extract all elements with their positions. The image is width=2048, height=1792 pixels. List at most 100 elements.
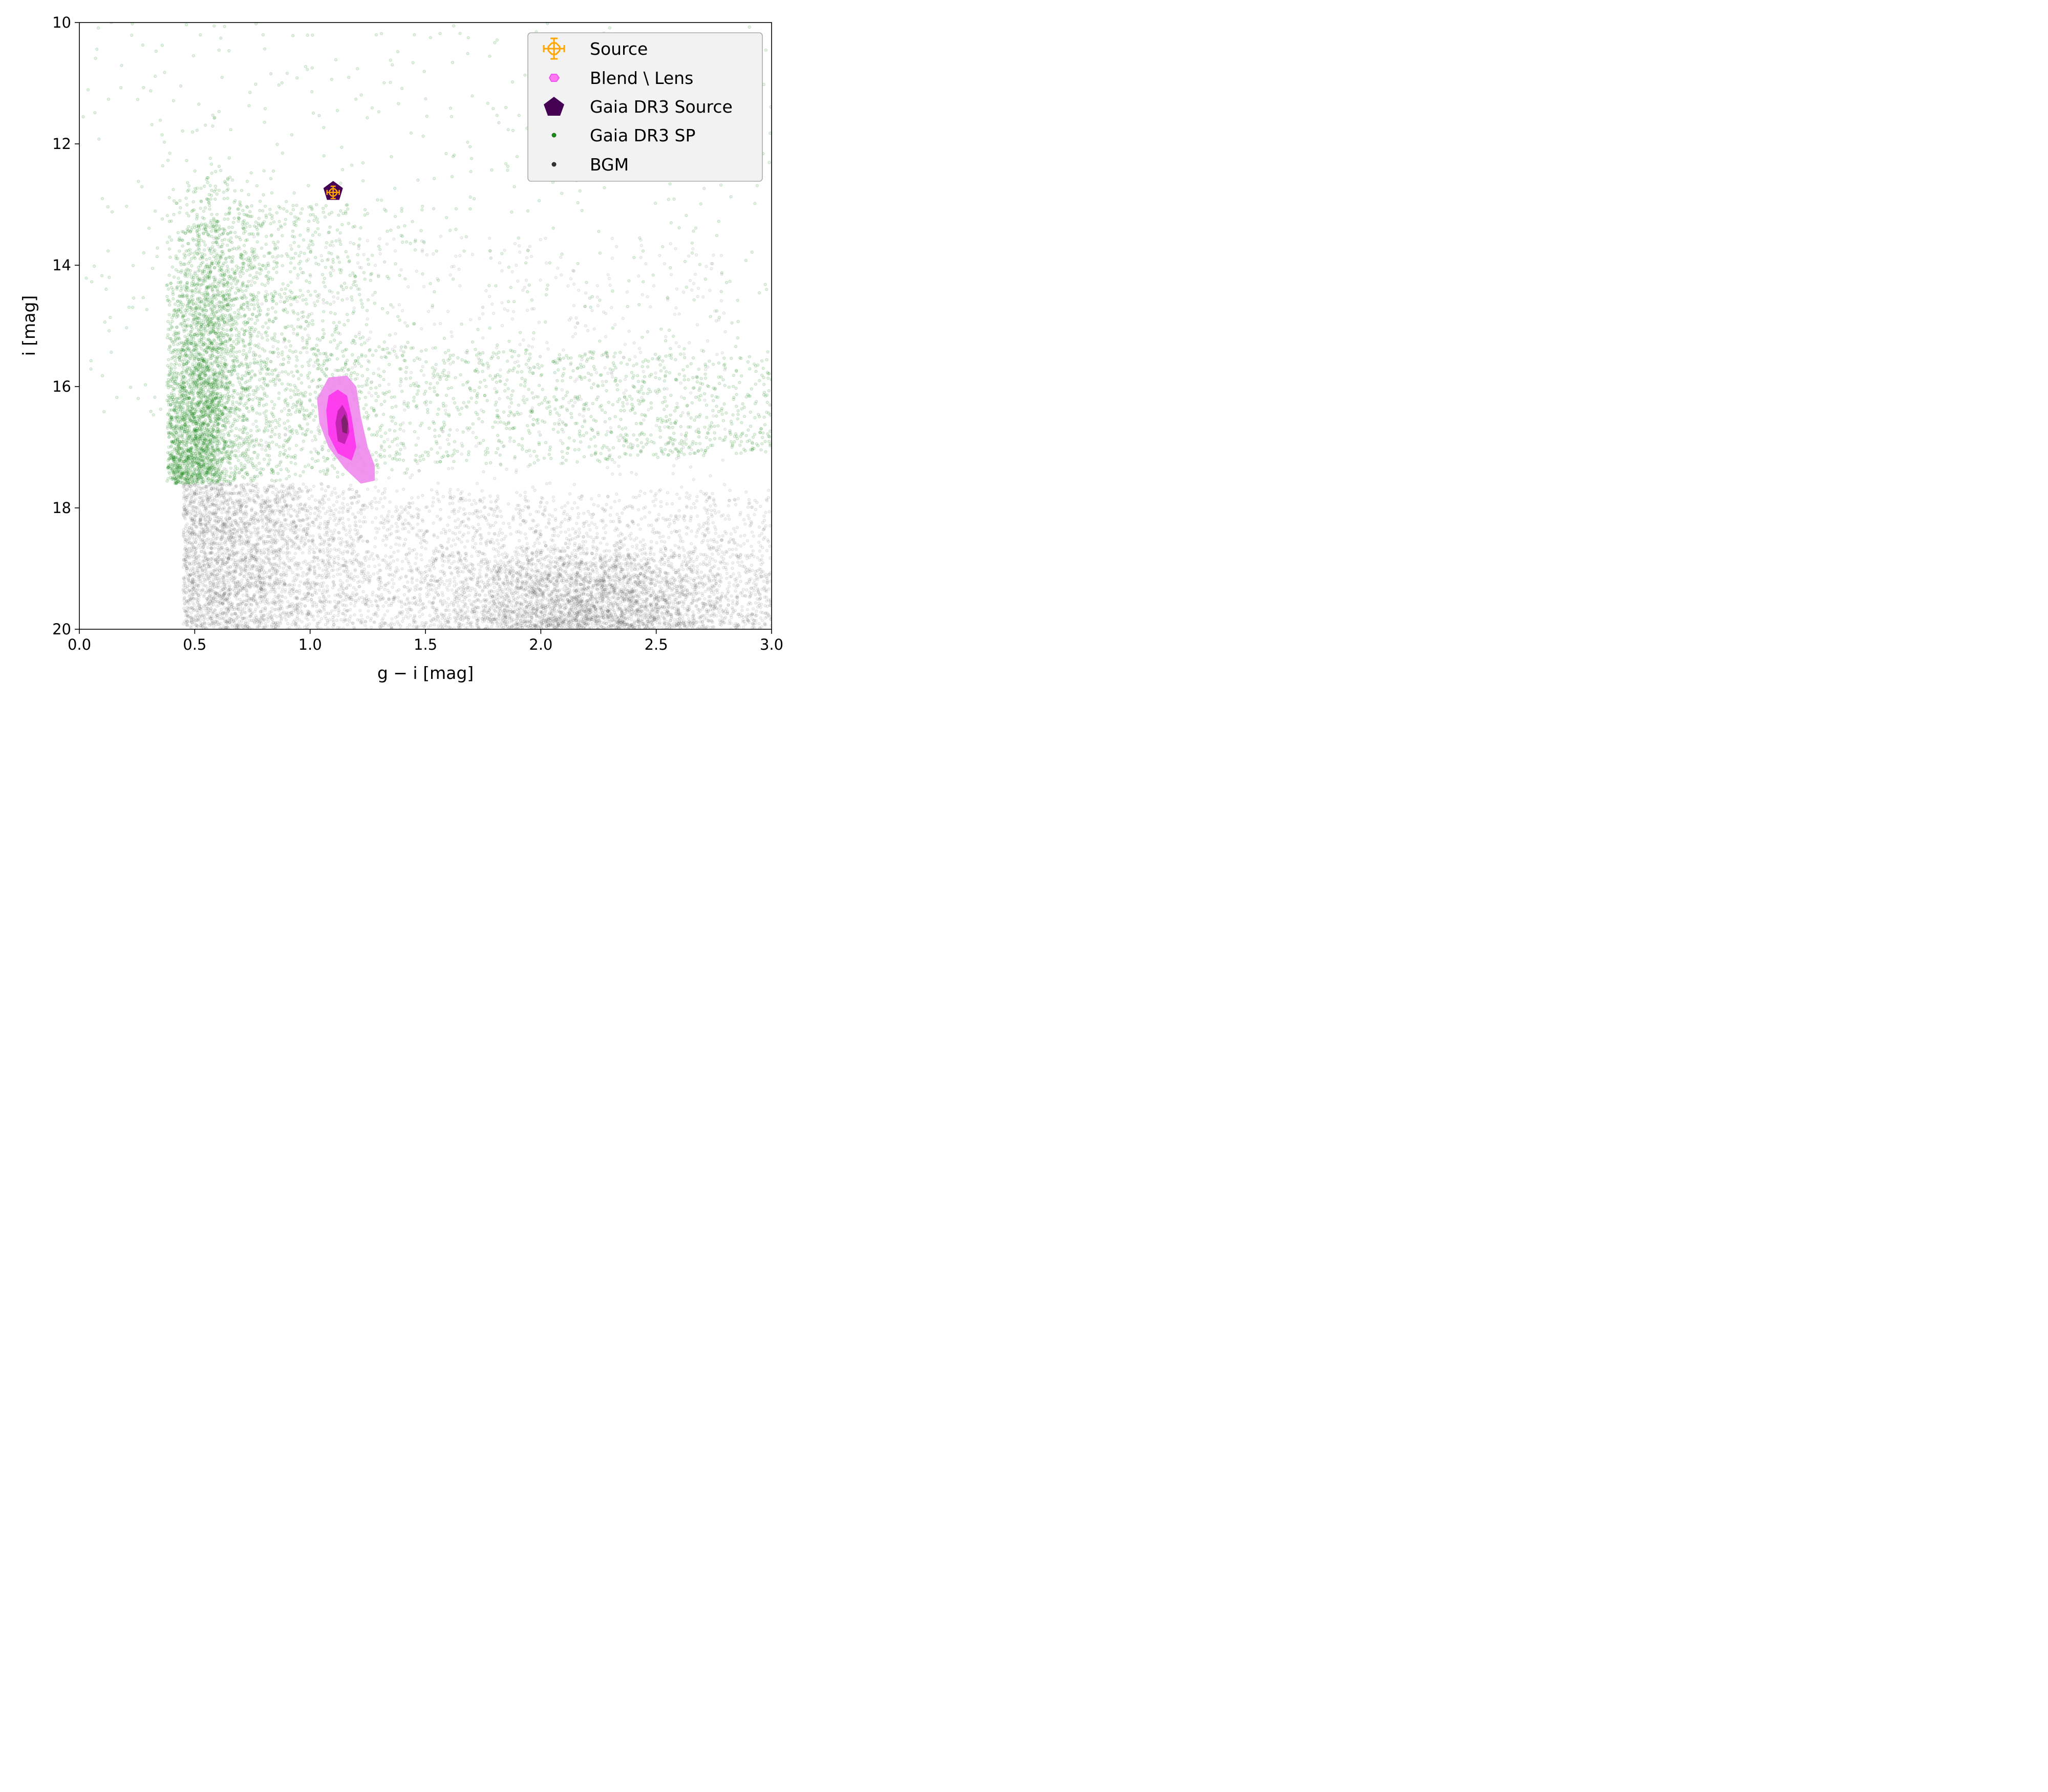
bgm-point bbox=[411, 501, 415, 505]
bgm-point bbox=[640, 396, 644, 399]
bgm-point bbox=[379, 497, 382, 501]
bgm-point bbox=[318, 550, 322, 553]
bgm-point bbox=[692, 478, 695, 481]
bgm-point bbox=[521, 596, 525, 600]
bgm-point bbox=[753, 579, 757, 582]
bgm-point bbox=[424, 547, 428, 550]
bgm-point bbox=[648, 586, 651, 590]
bgm-point bbox=[260, 610, 264, 613]
bgm-point bbox=[725, 577, 729, 580]
bgm-point bbox=[595, 571, 599, 574]
bgm-point bbox=[705, 557, 708, 561]
bgm-point bbox=[569, 617, 572, 621]
bgm-point bbox=[670, 562, 673, 566]
bgm-point bbox=[351, 548, 355, 551]
bgm-point bbox=[258, 624, 261, 627]
bgm-point bbox=[635, 546, 638, 550]
bgm-point bbox=[662, 535, 665, 538]
bgm-point bbox=[563, 518, 567, 521]
bgm-point bbox=[349, 496, 353, 500]
bgm-point bbox=[696, 514, 699, 518]
bgm-point bbox=[316, 614, 320, 618]
bgm-point bbox=[481, 613, 485, 616]
bgm-point bbox=[336, 614, 340, 617]
bgm-point bbox=[654, 498, 658, 501]
bgm-point bbox=[276, 518, 280, 521]
bgm-point bbox=[264, 515, 268, 519]
bgm-point bbox=[534, 619, 538, 623]
bgm-point bbox=[219, 564, 223, 568]
bgm-point bbox=[440, 531, 443, 535]
bgm-point bbox=[238, 517, 242, 520]
bgm-point bbox=[472, 610, 476, 613]
bgm-point bbox=[382, 517, 386, 521]
bgm-point bbox=[622, 578, 626, 581]
bgm-point bbox=[249, 608, 252, 611]
bgm-point bbox=[667, 560, 670, 564]
bgm-point bbox=[419, 580, 422, 583]
bgm-point bbox=[260, 302, 264, 306]
bgm-point bbox=[352, 306, 356, 310]
bgm-point bbox=[374, 264, 377, 267]
bgm-point bbox=[413, 615, 417, 619]
bgm-point bbox=[314, 589, 317, 592]
bgm-point bbox=[604, 531, 607, 535]
bgm-point bbox=[488, 295, 492, 298]
bgm-point bbox=[740, 609, 744, 612]
bgm-point bbox=[571, 563, 574, 566]
bgm-point bbox=[585, 531, 589, 535]
bgm-point bbox=[454, 620, 457, 624]
bgm-point bbox=[355, 529, 359, 532]
bgm-point bbox=[516, 622, 520, 626]
bgm-point bbox=[212, 569, 216, 573]
bgm-point bbox=[327, 498, 331, 501]
bgm-point bbox=[249, 535, 253, 539]
bgm-point bbox=[375, 507, 378, 510]
bgm-point bbox=[492, 524, 495, 527]
bgm-point bbox=[287, 512, 290, 516]
bgm-point bbox=[519, 509, 522, 513]
bgm-point bbox=[219, 616, 223, 620]
bgm-point bbox=[479, 575, 483, 579]
bgm-point bbox=[221, 581, 224, 585]
bgm-point bbox=[307, 539, 311, 542]
bgm-point bbox=[712, 499, 716, 502]
bgm-point bbox=[505, 568, 509, 571]
bgm-point bbox=[218, 572, 222, 575]
bgm-point bbox=[669, 242, 672, 246]
bgm-point bbox=[361, 520, 365, 524]
bgm-point bbox=[341, 510, 345, 514]
bgm-point bbox=[629, 561, 633, 564]
bgm-point bbox=[584, 324, 588, 328]
bgm-point bbox=[470, 503, 474, 506]
bgm-point bbox=[752, 554, 756, 559]
bgm-point bbox=[206, 493, 210, 496]
bgm-point bbox=[211, 511, 215, 516]
bgm-point bbox=[519, 494, 522, 497]
bgm-point bbox=[264, 606, 267, 610]
bgm-point bbox=[573, 326, 577, 329]
bgm-point bbox=[447, 583, 451, 587]
bgm-point bbox=[186, 572, 189, 576]
bgm-point bbox=[757, 622, 761, 626]
bgm-point bbox=[595, 371, 599, 374]
bgm-point bbox=[394, 522, 398, 525]
bgm-point bbox=[220, 567, 223, 570]
bgm-point bbox=[320, 538, 324, 541]
bgm-point bbox=[536, 538, 539, 542]
bgm-point bbox=[590, 623, 594, 626]
bgm-point bbox=[428, 600, 431, 604]
bgm-point bbox=[603, 571, 607, 575]
bgm-point bbox=[617, 464, 621, 468]
bgm-point bbox=[682, 514, 686, 518]
bgm-point bbox=[487, 531, 490, 535]
bgm-point bbox=[649, 305, 652, 309]
bgm-point bbox=[277, 532, 281, 536]
bgm-point bbox=[616, 616, 620, 620]
bgm-point bbox=[232, 527, 237, 531]
bgm-point bbox=[201, 583, 205, 587]
bgm-point bbox=[702, 560, 706, 564]
bgm-point bbox=[621, 581, 625, 584]
bgm-point bbox=[452, 554, 456, 558]
bgm-point bbox=[623, 605, 627, 608]
